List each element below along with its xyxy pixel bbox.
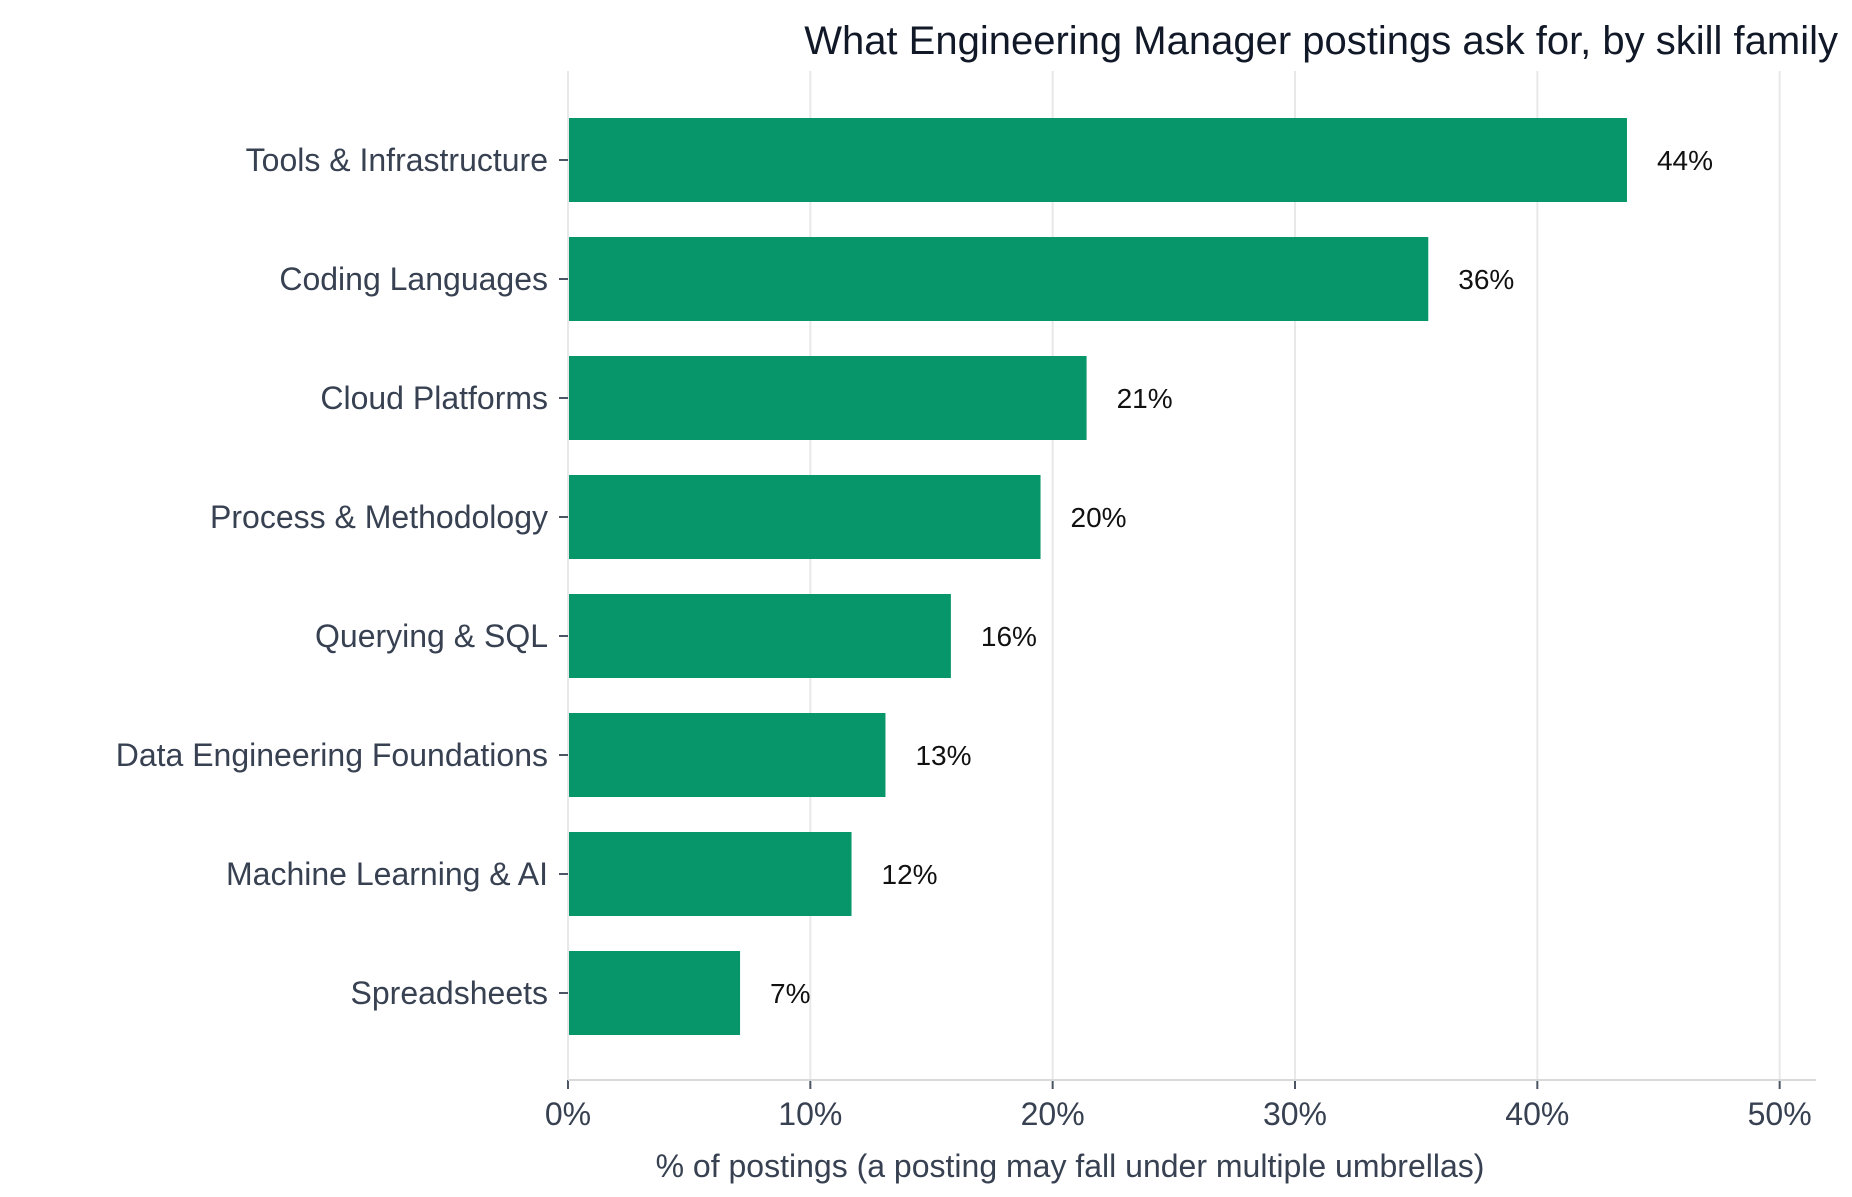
data-label-5: 13% xyxy=(915,740,971,771)
x-tick-label-3: 30% xyxy=(1263,1096,1327,1132)
bar-5 xyxy=(568,713,886,797)
gridlines xyxy=(567,71,1781,1080)
x-tick-label-0: 0% xyxy=(545,1096,591,1132)
x-tick-label-4: 40% xyxy=(1505,1096,1569,1132)
category-label-3: Process & Methodology xyxy=(210,499,548,535)
x-axis-label: % of postings (a posting may fall under … xyxy=(656,1148,1485,1184)
bar-7 xyxy=(568,951,741,1035)
data-label-7: 7% xyxy=(770,978,810,1009)
data-label-2: 21% xyxy=(1117,383,1173,414)
bar-6 xyxy=(568,832,852,916)
data-label-4: 16% xyxy=(981,621,1037,652)
bar-2 xyxy=(568,356,1087,440)
category-label-4: Querying & SQL xyxy=(315,618,548,654)
x-tick-label-5: 50% xyxy=(1748,1096,1812,1132)
axes xyxy=(559,71,1816,1089)
data-label-6: 12% xyxy=(882,859,938,890)
bar-4 xyxy=(568,594,951,678)
chart-title: What Engineering Manager postings ask fo… xyxy=(804,19,1838,63)
data-label-1: 36% xyxy=(1458,264,1514,295)
category-label-1: Coding Languages xyxy=(279,261,548,297)
labels: 0% 10% 20% 30% 40% 50% Tools & Infrastructure 4… xyxy=(116,142,1812,1132)
x-tick-label-2: 20% xyxy=(1021,1096,1085,1132)
bar-1 xyxy=(568,237,1429,321)
category-label-0: Tools & Infrastructure xyxy=(246,142,548,178)
category-label-7: Spreadsheets xyxy=(351,975,548,1011)
x-tick-label-1: 10% xyxy=(778,1096,842,1132)
data-label-3: 20% xyxy=(1071,502,1127,533)
bar-3 xyxy=(568,475,1041,559)
category-label-6: Machine Learning & AI xyxy=(226,856,548,892)
data-label-0: 44% xyxy=(1657,145,1713,176)
category-label-2: Cloud Platforms xyxy=(320,380,548,416)
bars xyxy=(568,118,1627,1035)
bar-0 xyxy=(568,118,1627,202)
category-label-5: Data Engineering Foundations xyxy=(116,737,548,773)
